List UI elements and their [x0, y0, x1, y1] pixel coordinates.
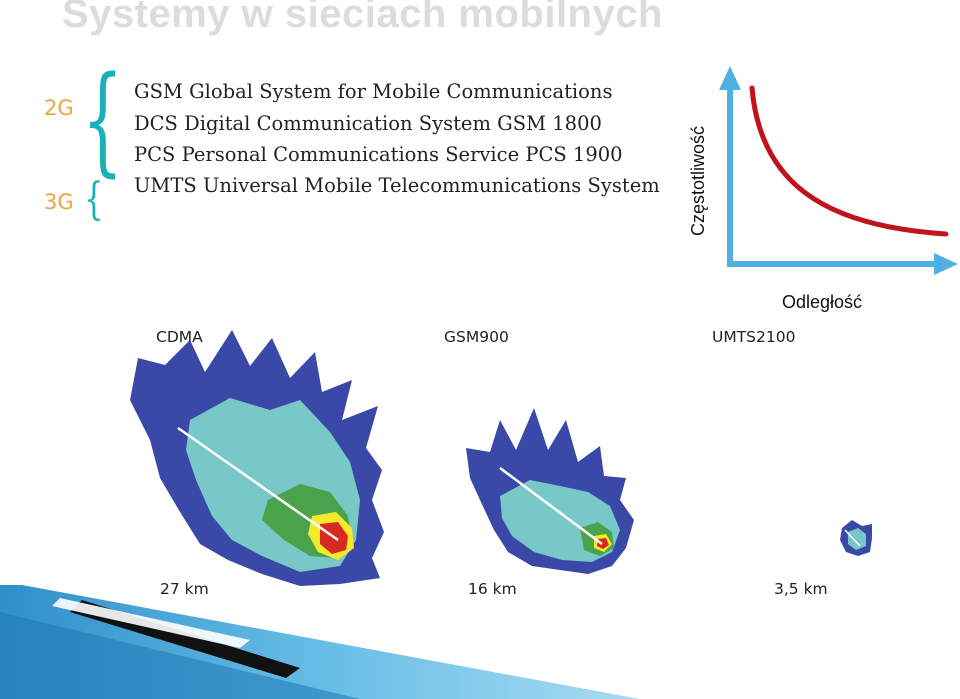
page-title: Systemy w sieciach mobilnych [62, 0, 663, 36]
x-axis-arrow [934, 253, 958, 275]
coverage-map-umts2100 [840, 520, 872, 556]
system-gsm: GSM Global System for Mobile Communicati… [134, 80, 613, 103]
system-umts: UMTS Universal Mobile Telecommunications… [134, 174, 660, 197]
generation-label-3g: 3G [44, 190, 74, 214]
brace-2g: { [82, 50, 124, 188]
coverage-map-gsm900 [466, 408, 634, 574]
coverage-name-gsm900: GSM900 [444, 328, 509, 346]
coverage-name-cdma: CDMA [156, 328, 203, 346]
coverage-range-cdma: 27 km [160, 580, 209, 598]
coverage-range-umts2100: 3,5 km [774, 580, 828, 598]
system-pcs: PCS Personal Communications Service PCS … [134, 143, 623, 166]
decorative-stripes [0, 585, 640, 699]
brace-3g: { [84, 174, 104, 225]
coverage-name-umts2100: UMTS2100 [712, 328, 796, 346]
system-dcs: DCS Digital Communication System GSM 180… [134, 112, 602, 135]
coverage-range-gsm900: 16 km [468, 580, 517, 598]
generation-label-2g: 2G [44, 96, 74, 120]
coverage-map-cdma [130, 330, 384, 586]
curve-line [749, 85, 949, 237]
y-axis-arrow [719, 66, 741, 90]
frequency-distance-graph [719, 66, 958, 275]
graph-x-label: Odległość [782, 292, 863, 312]
graph-y-label: Częstotliwość [688, 125, 708, 236]
